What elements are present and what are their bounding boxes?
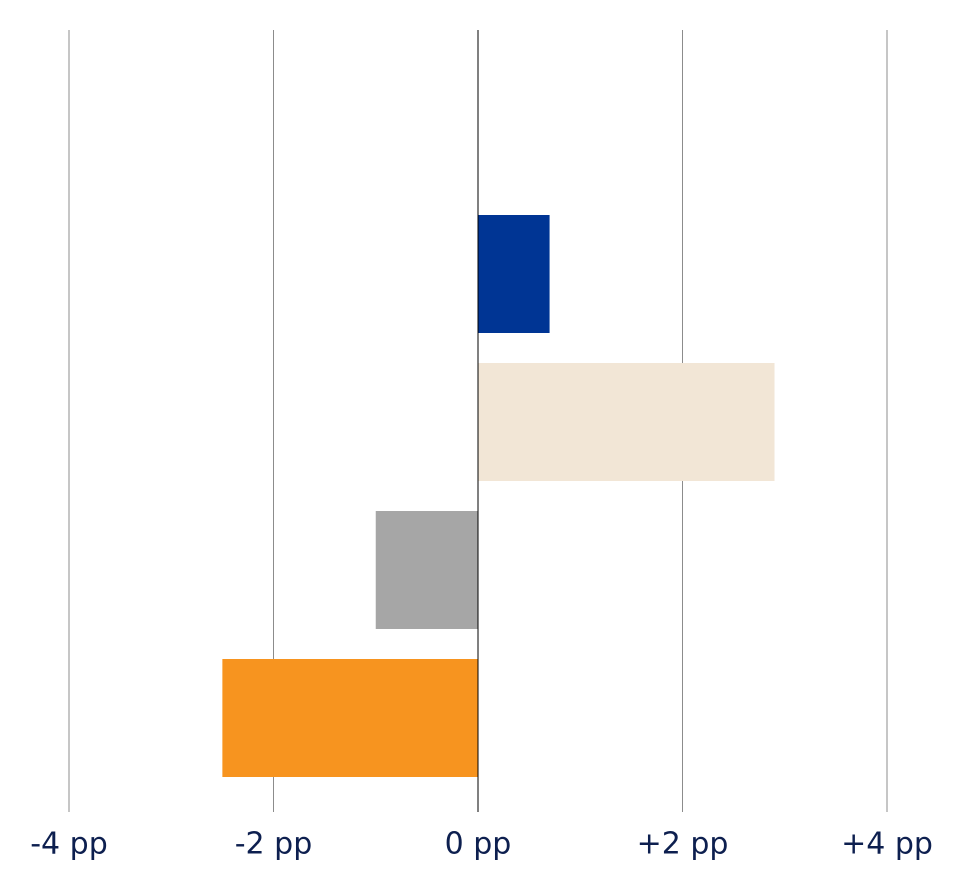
bar [478,363,775,481]
bar [478,215,550,333]
bar [375,511,478,629]
bar [222,659,478,777]
x-tick-label: 0 pp [445,827,512,862]
x-tick-label: +2 pp [637,827,729,862]
x-tick-label: +4 pp [841,827,933,862]
x-tick-label: -4 pp [30,827,108,862]
x-tick-label: -2 pp [235,827,313,862]
